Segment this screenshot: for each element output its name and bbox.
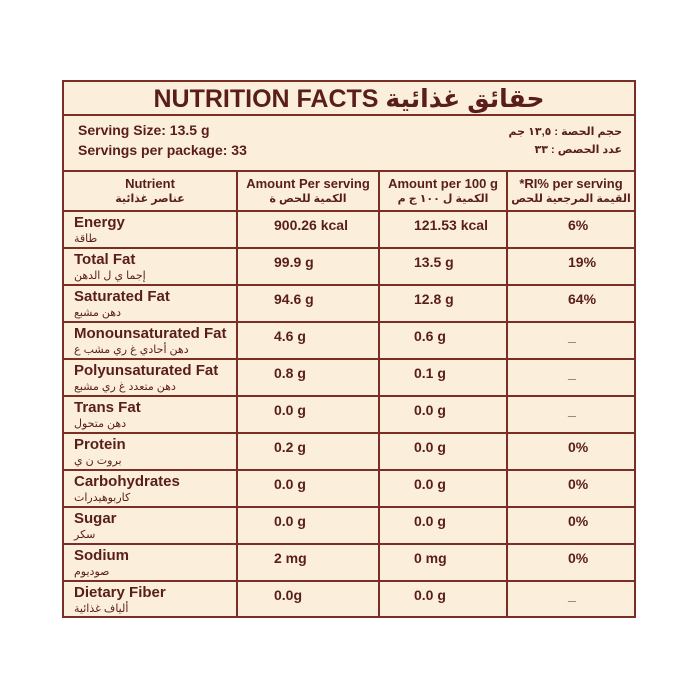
table-header-row: Nutrient عناصر غذائية Amount Per serving… [64,172,634,210]
serving-info: Serving Size: 13.5 g Servings per packag… [64,116,634,172]
nutrient-name: Sodium [74,547,129,564]
per-serving-value: 0.0g [274,587,303,603]
nutrient-name-arabic: دهن متعدد غ ري مشبع [74,381,176,393]
per-serving-value: 0.2 g [274,439,306,455]
table-row: Sodium صوديوم 2 mg 0 mg 0% [64,545,634,580]
serving-size: Serving Size: 13.5 g [78,122,210,138]
ri-value: 64% [568,291,597,307]
per-serving-value: 2 mg [274,550,307,566]
nutrient-name: Carbohydrates [74,473,180,490]
per-serving-value: 900.26 kcal [274,217,348,233]
header-ri: *RI% per serving القيمة المرجعية للحص [511,176,631,205]
servings-per-package-arabic: عدد الحصص : ٣٣ [534,144,622,156]
nutrient-name-arabic: إجما ي ل الدهن [74,270,146,282]
per-100g-value: 0.0 g [414,587,446,603]
nutrient-name: Polyunsaturated Fat [74,362,219,379]
per-serving-value: 0.0 g [274,402,306,418]
nutrient-name: Sugar [74,510,117,527]
per-100g-value: 12.8 g [414,291,454,307]
per-100g-value: 121.53 kcal [414,217,488,233]
nutrient-name-arabic: بروت ن ي [74,455,122,467]
nutrient-name: Trans Fat [74,399,141,416]
per-100g-value: 0 mg [414,550,447,566]
per-serving-value: 99.9 g [274,254,314,270]
nutrient-name: Energy [74,214,125,231]
per-100g-value: 0.6 g [414,328,446,344]
ri-value: 6% [568,217,589,233]
nutrient-name-arabic: دهن أحادي غ ري مشب ع [74,344,189,356]
serving-size-arabic: حجم الحصة : ١٣,٥ جم [508,126,622,138]
nutrient-name: Dietary Fiber [74,584,166,601]
header-nutrient: Nutrient عناصر غذائية [115,176,185,205]
servings-per-package: Servings per package: 33 [78,142,247,158]
header-per-serving: Amount Per serving الكمية للحص ة [246,176,370,205]
table-row: Dietary Fiber ألياف غذائية 0.0g 0.0 g _ [64,582,634,617]
nutrient-name-arabic: كاربوهيدرات [74,492,131,504]
nutrient-name: Monounsaturated Fat [74,325,227,342]
per-100g-value: 0.0 g [414,476,446,492]
nutrient-name: Saturated Fat [74,288,170,305]
ri-value: 0% [568,439,589,455]
header-per-100g: Amount per 100 g الكمية ل ١٠٠ ج م [388,176,498,205]
table-row: Sugar سكر 0.0 g 0.0 g 0% [64,508,634,543]
ri-value: _ [568,365,576,381]
table-row: Total Fat إجما ي ل الدهن 99.9 g 13.5 g 19% [64,249,634,284]
nutrient-name: Protein [74,436,126,453]
per-serving-value: 0.0 g [274,476,306,492]
nutrient-name-arabic: صوديوم [74,566,110,578]
ri-value: 19% [568,254,597,270]
ri-value: _ [568,328,576,344]
table-row: Carbohydrates كاربوهيدرات 0.0 g 0.0 g 0% [64,471,634,506]
ri-value: 0% [568,476,589,492]
table-row: Energy طاقة 900.26 kcal 121.53 kcal 6% [64,212,634,247]
per-serving-value: 4.6 g [274,328,306,344]
nutrient-name-arabic: ألياف غذائية [74,603,129,615]
per-serving-value: 0.8 g [274,365,306,381]
ri-value: 0% [568,513,589,529]
ri-value: 0% [568,550,589,566]
nutrition-facts-label: NUTRITION FACTS حقائق غذائية Serving Siz… [62,80,636,618]
per-100g-value: 13.5 g [414,254,454,270]
nutrient-name-arabic: دهن متحول [74,418,127,430]
ri-value: _ [568,402,576,418]
nutrient-name-arabic: سكر [74,529,96,541]
nutrition-table: Nutrient عناصر غذائية Amount Per serving… [64,172,634,616]
ri-value: _ [568,587,576,603]
nutrient-name-arabic: طاقة [74,233,98,245]
per-100g-value: 0.0 g [414,439,446,455]
table-row: Monounsaturated Fat دهن أحادي غ ري مشب ع 4… [64,323,634,358]
label-title: NUTRITION FACTS حقائق غذائية [64,82,634,116]
per-100g-value: 0.1 g [414,365,446,381]
table-row: Protein بروت ن ي 0.2 g 0.0 g 0% [64,434,634,469]
nutrient-name: Total Fat [74,251,136,268]
per-100g-value: 0.0 g [414,402,446,418]
table-row: Trans Fat دهن متحول 0.0 g 0.0 g _ [64,397,634,432]
per-100g-value: 0.0 g [414,513,446,529]
per-serving-value: 0.0 g [274,513,306,529]
per-serving-value: 94.6 g [274,291,314,307]
table-row: Saturated Fat دهن مشبع 94.6 g 12.8 g 64% [64,286,634,321]
table-row: Polyunsaturated Fat دهن متعدد غ ري مشبع 0.… [64,360,634,395]
nutrient-name-arabic: دهن مشبع [74,307,122,319]
